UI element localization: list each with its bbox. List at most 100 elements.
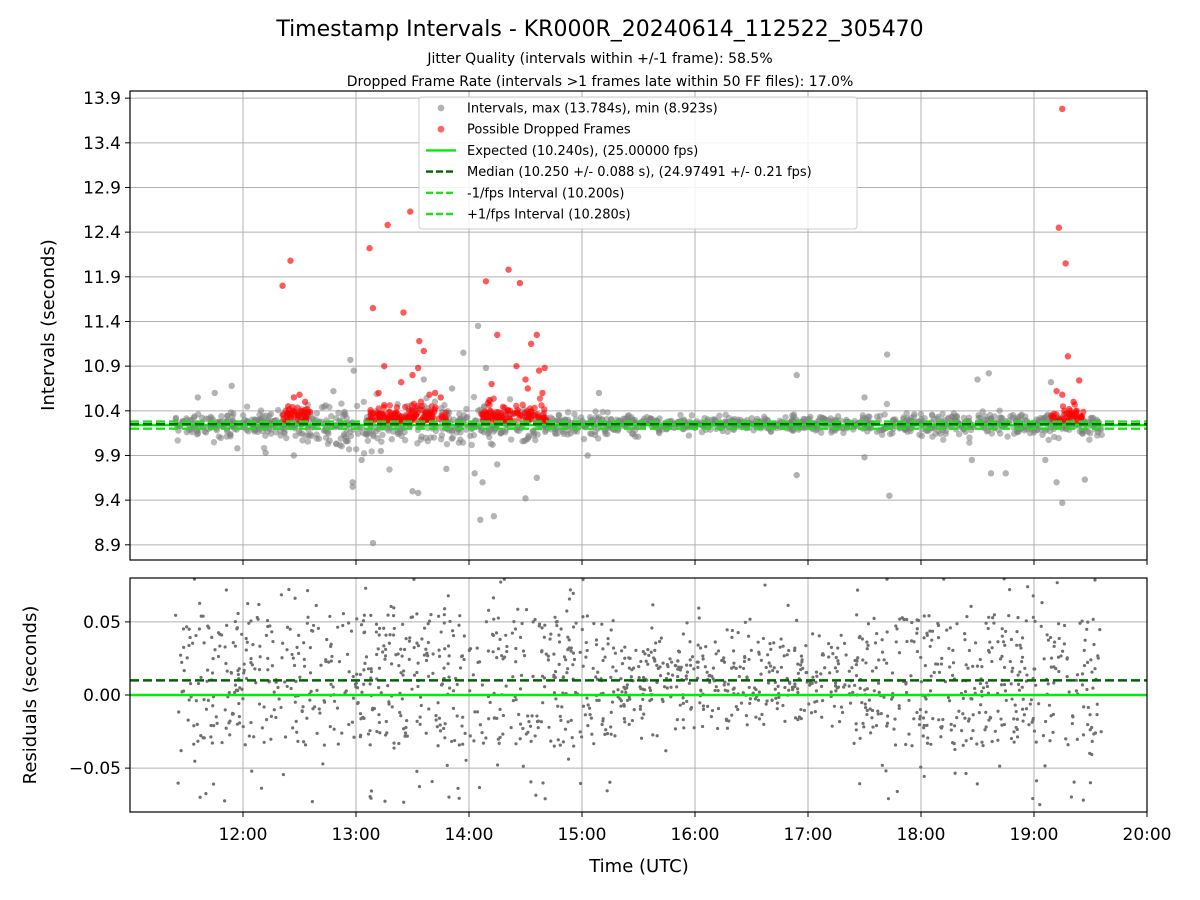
residual-point	[228, 719, 232, 723]
residual-point	[580, 627, 584, 632]
residual-point	[196, 739, 200, 743]
residual-point	[880, 650, 885, 654]
residual-point	[736, 707, 740, 712]
interval-point	[917, 410, 925, 418]
residual-point	[905, 617, 909, 622]
residual-point	[600, 622, 604, 626]
residual-point	[927, 614, 931, 618]
residual-point	[678, 668, 683, 672]
residual-point	[1090, 725, 1094, 730]
residual-point	[833, 666, 838, 670]
interval-point	[677, 411, 684, 419]
residual-point	[1046, 682, 1050, 686]
interval-point	[1039, 431, 1046, 439]
residual-point	[951, 648, 955, 652]
dropped-frame-point	[541, 364, 548, 372]
interval-point	[937, 430, 944, 437]
residual-point	[285, 625, 290, 629]
residual-point	[963, 632, 967, 636]
residual-point	[897, 704, 901, 708]
residual-point	[710, 674, 714, 678]
residual-point	[928, 689, 933, 693]
residual-point	[829, 690, 833, 694]
dropped-frame-point	[1053, 387, 1060, 395]
residual-point	[403, 647, 407, 652]
interval-point	[900, 414, 907, 421]
residual-point	[382, 644, 386, 648]
residual-point	[560, 705, 564, 709]
residual-point	[912, 640, 916, 644]
residual-point	[869, 731, 873, 735]
residual-point	[724, 717, 728, 721]
residual-point	[1056, 622, 1061, 626]
residual-point	[799, 717, 803, 721]
residual-point	[437, 716, 442, 720]
residual-point	[991, 616, 995, 620]
residual-point	[378, 626, 382, 631]
residual-point	[350, 720, 355, 724]
interval-point	[463, 405, 470, 413]
residual-point	[757, 650, 761, 654]
residual-point	[800, 660, 804, 664]
interval-outlier-point	[482, 364, 490, 372]
interval-point	[315, 435, 323, 442]
residual-point	[1009, 637, 1013, 642]
residual-point	[741, 666, 746, 671]
residual-point	[557, 640, 562, 644]
residual-point	[1096, 654, 1100, 658]
interval-point	[386, 466, 393, 473]
residual-point	[1015, 630, 1019, 634]
residual-point	[498, 735, 502, 739]
residual-point	[915, 627, 919, 631]
residual-point	[748, 617, 752, 621]
residual-point	[688, 658, 692, 662]
residual-point	[522, 654, 527, 658]
residual-point	[796, 687, 800, 691]
interval-point	[326, 403, 333, 411]
dropped-frame-point	[513, 362, 520, 370]
residual-point	[1070, 721, 1074, 726]
residual-point	[960, 729, 964, 733]
residual-point	[763, 583, 767, 587]
residual-point	[975, 782, 979, 786]
residual-point	[872, 689, 876, 693]
residual-point	[495, 763, 500, 767]
residual-point	[967, 648, 972, 653]
residual-point	[770, 698, 774, 702]
residual-point	[796, 671, 800, 675]
residual-point	[860, 700, 864, 705]
residual-point	[322, 699, 326, 703]
residual-point	[1034, 683, 1038, 687]
residual-point	[998, 657, 1003, 661]
residual-point	[921, 716, 926, 720]
residual-point	[1032, 729, 1037, 733]
residual-point	[1080, 672, 1085, 676]
residual-point	[1029, 698, 1033, 702]
dropped-frame-point	[287, 257, 294, 264]
residual-point	[771, 668, 775, 673]
residual-point	[315, 731, 319, 735]
residual-point	[510, 631, 515, 635]
residual-point	[241, 697, 245, 701]
residual-point	[182, 645, 186, 649]
residual-point	[517, 712, 521, 717]
residual-point	[855, 658, 859, 662]
residual-point	[214, 715, 218, 719]
residual-point	[505, 649, 509, 654]
residual-point	[516, 607, 520, 611]
residual-point	[775, 701, 780, 705]
residual-point	[230, 712, 235, 716]
residual-point	[885, 578, 889, 581]
residual-point	[967, 717, 971, 721]
residual-point	[595, 698, 599, 702]
residual-point	[611, 619, 615, 623]
residual-point	[297, 651, 301, 655]
residual-point	[658, 674, 663, 678]
residual-point	[366, 667, 371, 671]
residual-point	[198, 601, 202, 605]
residual-point	[986, 648, 991, 653]
residual-point	[329, 682, 333, 686]
interval-outlier-point	[1047, 379, 1055, 386]
interval-point	[360, 398, 367, 406]
residual-point	[537, 622, 542, 626]
